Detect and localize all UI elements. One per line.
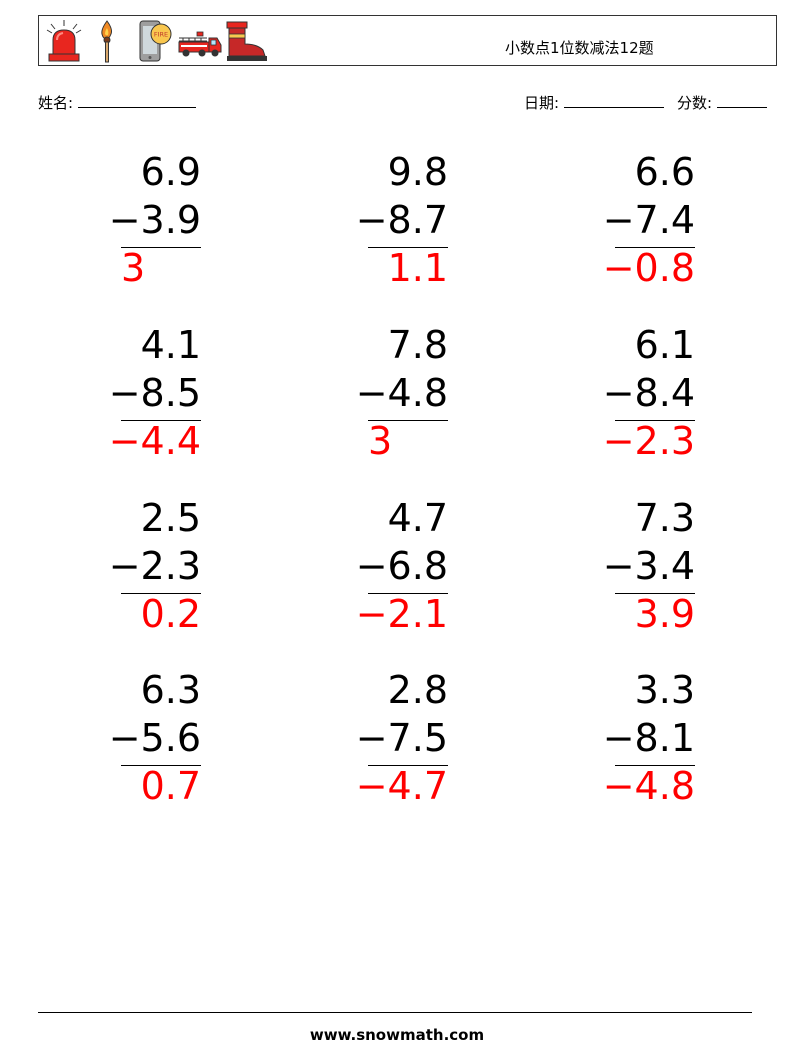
subtrahend: −3.4 <box>602 544 695 588</box>
score-label: 分数: <box>677 94 713 112</box>
subtrahend: −8.5 <box>108 371 201 415</box>
problem-item: 3.3 −8.1 −4.8 <box>602 667 695 817</box>
problem-item: 4.1 −8.5 −4.4 <box>108 322 201 472</box>
subtrahend: −3.9 <box>108 198 201 242</box>
problem-item: 2.8 −7.5 −4.7 <box>355 667 448 817</box>
minuend: 6.3 <box>140 668 201 712</box>
minuend: 7.3 <box>634 496 695 540</box>
date-blank[interactable] <box>563 92 664 108</box>
answer-rule <box>615 420 695 421</box>
answer-rule <box>368 765 448 766</box>
subtrahend: −8.1 <box>602 716 695 760</box>
answer-rule <box>121 765 201 766</box>
footer-divider <box>38 1012 752 1013</box>
subtrahend: −8.4 <box>602 371 695 415</box>
minuend: 4.7 <box>387 496 448 540</box>
answer: 1.1 <box>387 246 448 290</box>
answer: −0.8 <box>602 246 695 290</box>
name-blank[interactable] <box>77 92 196 108</box>
problem-item: 6.1 −8.4 −2.3 <box>602 322 695 472</box>
problem-item: 4.7 −6.8 −2.1 <box>355 495 448 645</box>
minuend: 2.8 <box>387 668 448 712</box>
answer: −4.7 <box>355 764 448 808</box>
problem-item: 7.8 −4.8 3 <box>355 322 448 472</box>
answer-rule <box>121 247 201 248</box>
answer-rule <box>121 593 201 594</box>
minuend: 2.5 <box>140 496 201 540</box>
answer-rule <box>615 593 695 594</box>
minuend: 4.1 <box>140 323 201 367</box>
answer: 0.7 <box>140 764 201 808</box>
answer: 0.2 <box>140 592 201 636</box>
problem-item: 6.3 −5.6 0.7 <box>108 667 201 817</box>
problem-item: 2.5 −2.3 0.2 <box>108 495 201 645</box>
subtrahend: −7.5 <box>355 716 448 760</box>
score-field: 分数: <box>677 92 767 113</box>
minuend: 6.9 <box>140 150 201 194</box>
name-label: 姓名: <box>38 94 74 112</box>
phone-badge-text: FIRE <box>154 31 168 39</box>
boot-icon <box>226 21 267 61</box>
minuend: 6.6 <box>634 150 695 194</box>
subtrahend: −5.6 <box>108 716 201 760</box>
answer: 3 <box>368 419 393 463</box>
minuend: 7.8 <box>387 323 448 367</box>
worksheet-title: 小数点1位数减法12题 <box>505 39 654 57</box>
matchstick-icon <box>101 20 112 63</box>
answer: −2.1 <box>355 592 448 636</box>
name-field: 姓名: <box>38 92 196 113</box>
minuend: 3.3 <box>634 668 695 712</box>
subtrahend: −4.8 <box>355 371 448 415</box>
answer: 3.9 <box>634 592 695 636</box>
subtrahend: −6.8 <box>355 544 448 588</box>
subtrahend: −2.3 <box>108 544 201 588</box>
phone-icon: FIRE <box>139 20 172 62</box>
answer-rule <box>368 420 448 421</box>
problem-item: 6.9 −3.9 3 <box>108 149 201 299</box>
answer: 3 <box>121 246 146 290</box>
answer: −4.4 <box>108 419 201 463</box>
fire-truck-icon <box>178 31 222 57</box>
answer-rule <box>368 593 448 594</box>
date-field: 日期: <box>524 92 664 113</box>
problem-item: 6.6 −7.4 −0.8 <box>602 149 695 299</box>
worksheet-header: FIRE 小数点1位数减法12题 <box>38 15 777 66</box>
answer: −4.8 <box>602 764 695 808</box>
answer-rule <box>615 247 695 248</box>
minuend: 9.8 <box>387 150 448 194</box>
score-blank[interactable] <box>716 92 767 108</box>
answer-rule <box>368 247 448 248</box>
subtrahend: −7.4 <box>602 198 695 242</box>
date-label: 日期: <box>524 94 560 112</box>
footer-site: www.snowmath.com <box>309 1026 485 1044</box>
answer: −2.3 <box>602 419 695 463</box>
problem-item: 7.3 −3.4 3.9 <box>602 495 695 645</box>
problem-item: 9.8 −8.7 1.1 <box>355 149 448 299</box>
minuend: 6.1 <box>634 323 695 367</box>
answer-rule <box>121 420 201 421</box>
answer-rule <box>615 765 695 766</box>
siren-icon <box>46 20 82 62</box>
subtrahend: −8.7 <box>355 198 448 242</box>
